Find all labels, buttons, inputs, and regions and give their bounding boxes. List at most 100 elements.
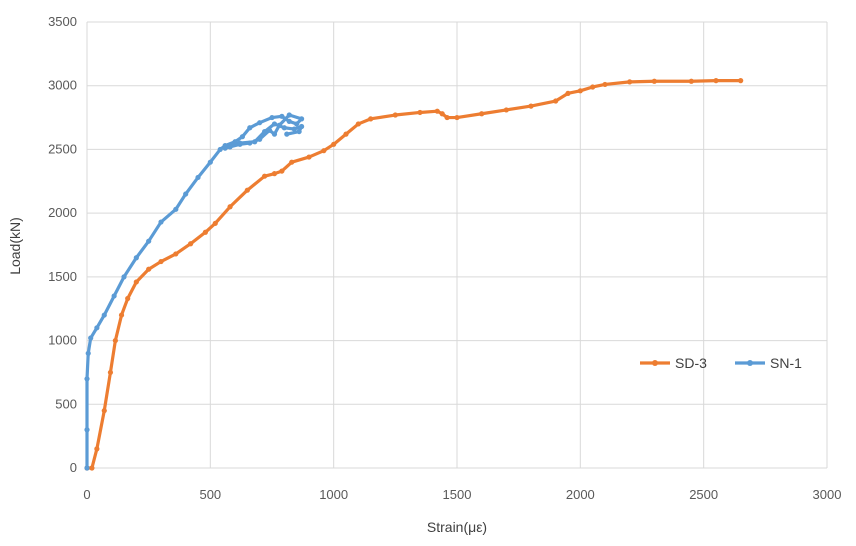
data-point <box>227 144 233 150</box>
y-tick-label: 1000 <box>48 333 77 348</box>
x-tick-label: 0 <box>83 487 90 502</box>
x-axis-title: Strain(με) <box>427 519 487 535</box>
legend-label: SN-1 <box>770 355 802 371</box>
data-point <box>257 136 263 142</box>
data-point <box>688 78 694 84</box>
data-point <box>276 122 282 128</box>
data-point <box>158 258 164 265</box>
data-point <box>262 128 268 135</box>
data-point <box>503 107 509 113</box>
data-point <box>207 159 213 165</box>
legend-marker <box>652 360 658 366</box>
data-point <box>84 376 90 382</box>
series-sn-1 <box>84 112 305 471</box>
data-point <box>244 187 250 193</box>
data-point <box>343 131 349 137</box>
data-point <box>296 128 302 135</box>
data-point <box>232 139 238 145</box>
data-point <box>291 126 297 132</box>
data-point <box>173 206 179 212</box>
data-point <box>247 125 253 131</box>
data-point <box>173 251 179 257</box>
data-point <box>212 220 218 226</box>
data-point <box>84 427 90 433</box>
data-point <box>321 148 327 154</box>
data-point <box>202 229 208 235</box>
data-point <box>271 131 278 137</box>
data-point <box>88 335 94 341</box>
data-point <box>107 369 114 376</box>
data-point <box>146 266 152 272</box>
data-point <box>271 121 278 127</box>
data-point <box>306 154 312 160</box>
data-point <box>94 325 100 331</box>
data-point <box>195 174 201 181</box>
data-point <box>738 78 744 84</box>
data-point <box>651 78 657 84</box>
data-point <box>94 446 100 452</box>
data-point <box>417 109 423 116</box>
data-point <box>368 116 374 122</box>
series-line <box>85 79 743 470</box>
data-point <box>252 139 258 145</box>
x-tick-label: 2000 <box>566 487 595 502</box>
series-line <box>85 113 304 470</box>
data-point <box>266 127 273 133</box>
data-point <box>627 79 633 85</box>
data-point <box>284 131 290 137</box>
data-point <box>286 112 292 118</box>
data-point <box>602 81 608 88</box>
legend-label: SD-3 <box>675 355 707 371</box>
data-point <box>121 274 127 280</box>
data-point <box>112 337 118 344</box>
data-point <box>279 113 285 119</box>
legend-item-sn-1: SN-1 <box>735 355 802 371</box>
x-tick-label: 1500 <box>443 487 472 502</box>
y-tick-label: 1500 <box>48 269 77 284</box>
data-point <box>279 168 285 174</box>
x-tick-label: 2500 <box>689 487 718 502</box>
data-point <box>125 295 131 302</box>
data-point <box>227 204 233 210</box>
data-point <box>355 121 361 127</box>
data-point <box>294 121 300 127</box>
data-point <box>392 112 398 118</box>
x-tick-label: 3000 <box>813 487 842 502</box>
data-point <box>299 116 305 122</box>
data-point <box>713 78 719 84</box>
y-axis-title: Load(kN) <box>7 217 23 275</box>
data-point <box>217 146 223 153</box>
tick-labels: 0 500 1000 1500 2000 2500 3000 3500 0 500 1000 1500… <box>48 14 841 502</box>
data-point <box>299 123 305 130</box>
data-point <box>183 191 189 197</box>
data-point <box>590 84 596 90</box>
y-tick-label: 2500 <box>48 141 77 156</box>
data-point <box>188 241 194 247</box>
data-point <box>454 114 460 121</box>
data-point <box>434 108 440 114</box>
y-tick-label: 0 <box>70 460 77 475</box>
data-point <box>257 120 263 126</box>
y-tick-label: 2000 <box>48 205 77 220</box>
data-point <box>262 173 268 179</box>
data-point <box>247 140 253 146</box>
series-sd-3 <box>84 78 744 471</box>
data-point <box>118 312 125 318</box>
data-point <box>577 88 583 94</box>
legend-item-sd-3: SD-3 <box>640 355 707 371</box>
y-tick-label: 3000 <box>48 78 77 93</box>
data-point <box>331 141 337 147</box>
data-point <box>133 255 139 261</box>
data-point <box>85 350 91 356</box>
data-point <box>111 293 117 299</box>
data-point <box>101 312 107 318</box>
legend-marker <box>747 360 753 366</box>
data-point <box>281 125 287 131</box>
data-point <box>565 90 571 96</box>
data-point <box>289 159 295 165</box>
data-point <box>269 114 275 121</box>
data-point <box>553 98 559 104</box>
data-point <box>479 111 485 117</box>
data-point <box>84 465 90 471</box>
